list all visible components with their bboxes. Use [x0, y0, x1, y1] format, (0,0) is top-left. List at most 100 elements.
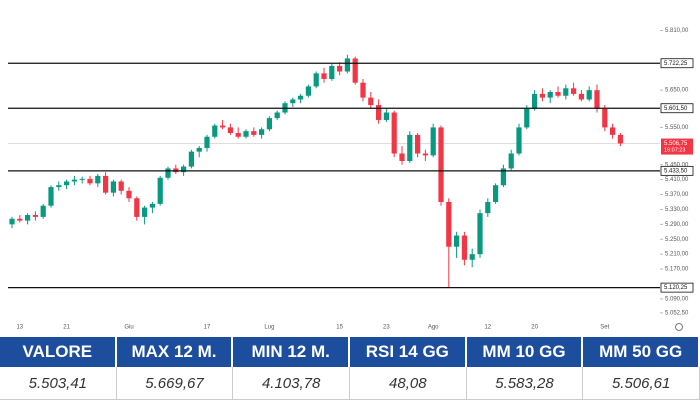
candle-body — [454, 235, 460, 247]
level-label: 5.722,25 — [664, 61, 688, 67]
table-header: RSI 14 GG — [349, 337, 467, 367]
x-tick-label: 13 — [16, 325, 23, 331]
candle-body — [446, 201, 452, 247]
y-tick-label: 5.450,00 — [665, 162, 689, 168]
candle-body — [165, 168, 171, 178]
table-value: 5.503,41 — [0, 367, 117, 400]
candle-body — [383, 112, 389, 120]
candle-body — [220, 125, 226, 128]
y-tick-label: 5.210,00 — [665, 252, 689, 258]
x-tick-label: 12 — [484, 325, 491, 331]
x-tick-label: Giu — [124, 325, 133, 331]
chart: 5.810,00 5.650,00 5.550,00 5.450,00 5.410,00… — [8, 28, 694, 331]
candle-body — [360, 82, 366, 98]
y-tick-label: 5.650,00 — [665, 88, 689, 94]
candle-body — [274, 112, 280, 119]
y-tick-label: 5.290,00 — [665, 222, 689, 228]
candle-body — [142, 207, 148, 217]
candle-body — [305, 86, 311, 96]
candle-body — [376, 105, 382, 120]
y-tick-label: 5.550,00 — [665, 125, 689, 131]
candle-body — [290, 99, 296, 104]
table-value: 5.583,28 — [466, 367, 584, 400]
candle-body — [352, 58, 358, 83]
candle-body — [103, 175, 109, 193]
last-price-label: 5.506,75 — [664, 141, 688, 147]
y-tick-label: 5.410,00 — [665, 177, 689, 183]
candle-body — [95, 175, 101, 184]
level-label-box — [660, 58, 694, 69]
table-header: MM 50 GG — [583, 337, 700, 367]
candle-body — [602, 108, 608, 128]
candle-body — [87, 178, 93, 184]
table-value: 48,08 — [349, 367, 467, 400]
candle-body — [64, 181, 70, 186]
candle-body — [110, 181, 116, 193]
y-tick-label: 5.810,00 — [665, 28, 689, 34]
candle-body — [321, 73, 327, 79]
x-tick-label: 15 — [336, 325, 343, 331]
candle-body — [415, 134, 421, 154]
candle-body — [79, 178, 85, 180]
x-tick-label: Lug — [264, 325, 274, 331]
candle-body — [610, 127, 616, 135]
candle-body — [204, 136, 210, 148]
last-price-time: 16:07:23 — [664, 148, 685, 154]
candle-body — [555, 92, 561, 96]
candle-body — [126, 190, 132, 199]
candle-body — [188, 151, 194, 167]
candle-body — [149, 203, 155, 208]
candle-body — [500, 168, 506, 186]
candle-body — [259, 129, 265, 135]
x-tick-label: Set — [600, 325, 609, 331]
candle-body — [243, 131, 249, 137]
table-value: 5.506,61 — [583, 367, 700, 400]
candle-body — [337, 65, 343, 72]
candle-body — [532, 93, 538, 109]
y-tick-label: 5.250,00 — [665, 237, 689, 243]
y-tick-label: 5.052,50 — [665, 310, 689, 316]
settings-icon[interactable] — [675, 323, 683, 331]
candle-body — [477, 213, 483, 255]
y-tick-label: 5.090,00 — [665, 296, 689, 302]
table-header: MAX 12 M. — [116, 337, 234, 367]
level-label-box — [660, 165, 694, 176]
last-price-box — [661, 138, 693, 155]
candle-body — [539, 93, 545, 98]
candle-body — [56, 185, 62, 188]
level-label: 5.433,50 — [664, 168, 688, 174]
candle-body — [493, 185, 499, 202]
candle-body — [32, 215, 38, 217]
table-value: 4.103,78 — [233, 367, 350, 400]
table-header: MIN 12 M. — [233, 337, 350, 367]
candle-body — [266, 118, 272, 130]
candle-body — [196, 147, 202, 152]
candle-body — [329, 65, 335, 79]
candle-body — [594, 90, 600, 109]
candle-body — [461, 235, 467, 260]
candle-body — [617, 134, 623, 144]
y-tick-label: 5.330,00 — [665, 207, 689, 213]
y-tick-label: 5.170,00 — [665, 267, 689, 273]
x-tick-label: 23 — [383, 325, 390, 331]
candle-body — [25, 215, 31, 221]
candle-body — [469, 254, 475, 260]
candle-body — [40, 205, 46, 217]
candle-body — [181, 166, 187, 173]
candle-body — [586, 90, 592, 100]
table-header: VALORE — [0, 337, 117, 367]
candle-body — [298, 95, 304, 100]
candle-body — [391, 112, 397, 154]
candle-body — [227, 127, 233, 134]
candle-body — [157, 177, 163, 204]
candle-body — [508, 153, 514, 169]
x-tick-label: 21 — [63, 325, 70, 331]
candle-body — [368, 97, 374, 106]
x-tick-label: 20 — [531, 325, 538, 331]
candle-body — [344, 58, 350, 72]
x-tick-label: Ago — [428, 325, 439, 331]
candle-body — [422, 153, 428, 156]
candle-body — [547, 92, 553, 98]
candle-body — [516, 127, 522, 154]
